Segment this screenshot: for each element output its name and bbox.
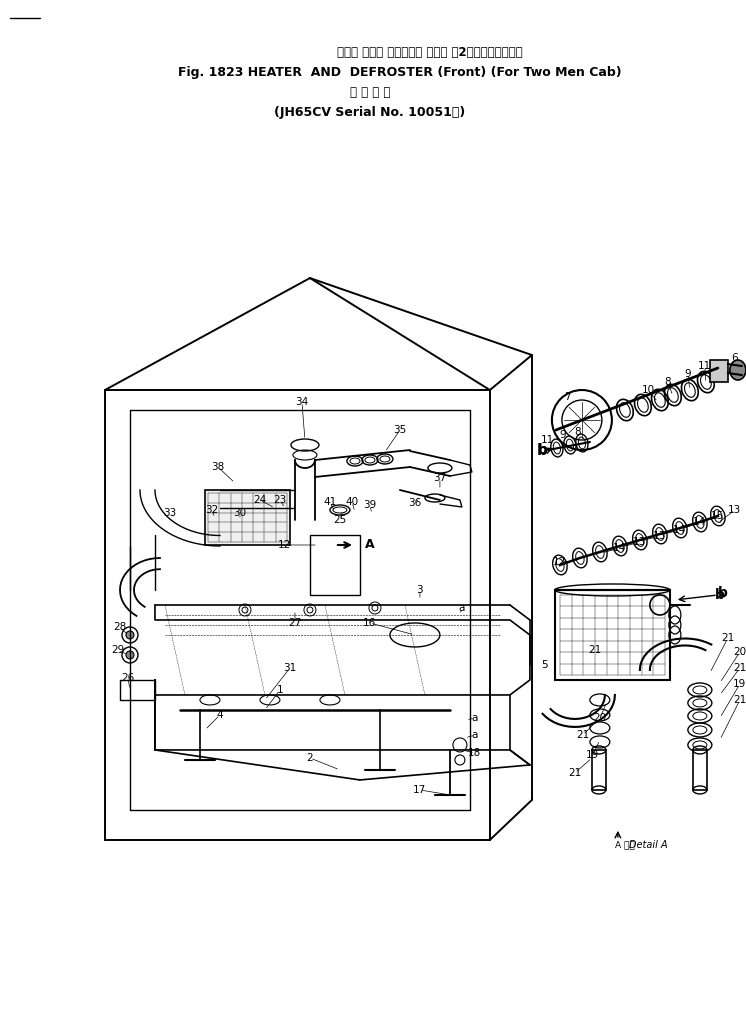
Text: 39: 39	[363, 500, 377, 510]
Text: a: a	[471, 729, 478, 740]
Bar	[693, 750, 707, 790]
Text: 20: 20	[593, 713, 606, 723]
Bar	[710, 360, 728, 382]
Text: 31: 31	[283, 663, 297, 673]
Text: 12: 12	[554, 557, 566, 567]
Text: 23: 23	[273, 495, 286, 505]
Text: 8: 8	[574, 427, 581, 437]
Text: 16: 16	[363, 618, 377, 628]
Circle shape	[122, 627, 138, 643]
Text: 21: 21	[721, 633, 735, 643]
Bar	[310, 535, 360, 595]
Text: A 詳細: A 詳細	[615, 840, 635, 849]
Text: 21: 21	[733, 663, 746, 673]
Text: 8: 8	[665, 377, 671, 387]
Text: a: a	[459, 602, 465, 613]
Text: 27: 27	[288, 618, 301, 628]
Text: 19: 19	[733, 679, 746, 689]
Text: 7: 7	[565, 392, 571, 402]
Text: 32: 32	[205, 505, 219, 515]
Text: 13: 13	[653, 531, 666, 541]
Text: 25: 25	[333, 515, 347, 525]
Text: 20: 20	[733, 647, 746, 657]
Text: 13: 13	[728, 505, 742, 515]
Text: Detail A: Detail A	[629, 840, 667, 850]
Text: 14: 14	[613, 543, 627, 553]
Text: 14: 14	[693, 517, 706, 527]
Text: 40: 40	[345, 497, 359, 507]
Text: 11: 11	[698, 361, 712, 371]
Text: b: b	[538, 443, 548, 457]
Text: 36: 36	[408, 498, 421, 508]
Bar	[205, 490, 290, 545]
Text: 21: 21	[733, 695, 746, 705]
Text: 5: 5	[542, 660, 548, 670]
Text: 26: 26	[122, 673, 134, 683]
Text: 17: 17	[413, 785, 427, 795]
Circle shape	[122, 647, 138, 663]
Circle shape	[126, 651, 134, 659]
Text: b: b	[718, 586, 728, 600]
Text: 適 用 号 機: 適 用 号 機	[350, 85, 390, 99]
Bar	[592, 750, 606, 790]
Text: ヒータ および デフロスタ （前） （2人乗りキャブ用）: ヒータ および デフロスタ （前） （2人乗りキャブ用）	[337, 46, 523, 59]
Text: 4: 4	[216, 710, 223, 720]
Text: 13: 13	[633, 537, 647, 547]
Bar	[555, 590, 670, 680]
Text: 33: 33	[163, 508, 177, 518]
Text: 1: 1	[277, 685, 283, 695]
Text: 3: 3	[416, 585, 423, 595]
Text: a: a	[471, 713, 478, 723]
Text: 6: 6	[732, 353, 739, 363]
Text: 21: 21	[576, 729, 589, 740]
Text: 24: 24	[254, 495, 266, 505]
Text: 41: 41	[323, 497, 336, 507]
Text: 9: 9	[560, 430, 566, 440]
Text: 14: 14	[673, 525, 686, 535]
Text: 30: 30	[233, 508, 246, 518]
Text: 18: 18	[468, 748, 481, 758]
Text: 19: 19	[586, 750, 600, 760]
Text: 9: 9	[685, 369, 692, 379]
Text: 38: 38	[211, 462, 225, 472]
Text: 35: 35	[393, 425, 407, 435]
Text: 2: 2	[307, 753, 313, 763]
Text: 11: 11	[542, 435, 554, 445]
Text: 12: 12	[278, 539, 291, 550]
Text: 21: 21	[568, 768, 582, 778]
Text: 10: 10	[642, 385, 654, 395]
Text: 29: 29	[111, 645, 125, 655]
Text: Fig. 1823 HEATER  AND  DEFROSTER (Front) (For Two Men Cab): Fig. 1823 HEATER AND DEFROSTER (Front) (…	[178, 66, 621, 78]
Text: 15: 15	[711, 511, 724, 521]
Circle shape	[126, 631, 134, 639]
Text: (JH65CV Serial No. 10051〜): (JH65CV Serial No. 10051〜)	[275, 106, 466, 119]
Text: 21: 21	[589, 645, 601, 655]
Text: 28: 28	[113, 622, 127, 632]
Text: 37: 37	[433, 473, 447, 483]
Text: b: b	[537, 443, 548, 457]
Text: A: A	[365, 538, 374, 552]
Text: 34: 34	[295, 397, 309, 407]
Text: b: b	[715, 588, 725, 602]
Ellipse shape	[730, 360, 746, 380]
